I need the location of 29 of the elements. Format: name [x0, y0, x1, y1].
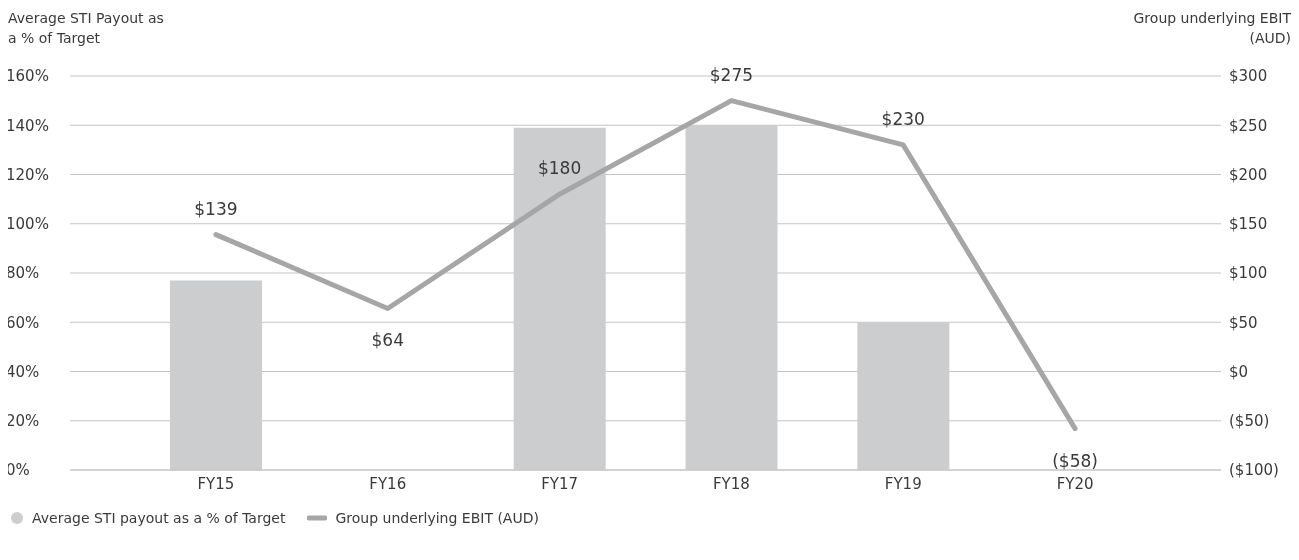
data-label: $139: [194, 198, 238, 219]
x-tick-label: FY19: [884, 474, 922, 493]
y2-tick-label: $250: [1229, 116, 1268, 135]
x-tick-label: FY18: [712, 474, 750, 493]
x-tick-label: FY15: [197, 474, 235, 493]
y2-tick-label: $0: [1229, 362, 1249, 381]
legend-label: Average STI payout as a % of Target: [32, 510, 286, 526]
y2-tick-label: ($100): [1229, 461, 1279, 480]
y2-tick-label: ($50): [1229, 412, 1270, 431]
y-tick-label: 100%: [6, 215, 49, 234]
y2-axis-title: Group underlying EBIT (AUD): [1132, 9, 1291, 48]
y2-tick-label: $300: [1229, 67, 1268, 86]
data-label: $180: [537, 158, 582, 179]
y-axis-title: Average STI Payout as a % of Target: [8, 9, 165, 48]
x-tick-label: FY20: [1056, 474, 1094, 493]
y-tick-label: 140%: [6, 116, 49, 135]
x-tick-label: FY17: [541, 474, 579, 493]
y-tick-label: 120%: [6, 165, 49, 184]
y2-tick-label: $200: [1229, 165, 1268, 184]
data-label: $64: [371, 330, 404, 351]
x-tick-label: FY16: [369, 474, 407, 493]
data-label: $230: [881, 108, 925, 129]
legend-label: Group underlying EBIT (AUD): [335, 510, 539, 526]
y2-tick-label: $150: [1229, 215, 1268, 234]
data-label: $275: [709, 64, 754, 85]
y2-tick-label: $100: [1229, 264, 1268, 283]
data-label: ($58): [1052, 450, 1098, 471]
y-tick-label: 160%: [6, 67, 49, 86]
y2-tick-label: $50: [1229, 313, 1258, 332]
